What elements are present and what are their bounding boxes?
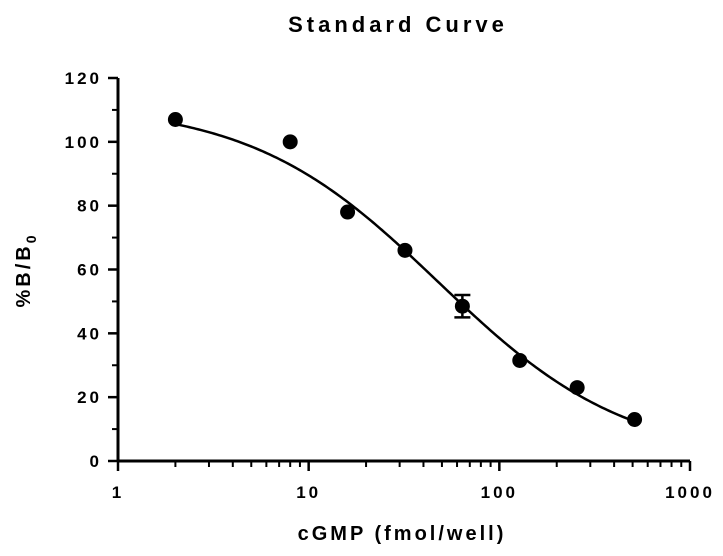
data-point	[627, 412, 643, 428]
y-tick-label: 120	[65, 69, 102, 88]
data-point	[340, 204, 356, 220]
x-tick-label: 1000	[665, 483, 715, 502]
data-point	[454, 298, 470, 314]
y-tick-label: 40	[77, 324, 102, 343]
y-axis-label-group: %B/B0	[13, 232, 39, 307]
data-point	[512, 352, 528, 368]
y-axis-label-main: %B/B	[13, 243, 35, 307]
y-tick-label: 20	[77, 388, 102, 407]
data-point	[569, 380, 585, 396]
data-point	[282, 134, 298, 150]
fit-curve-layer	[175, 122, 636, 423]
y-tick-label: 0	[90, 452, 102, 471]
x-axis-label: cGMP (fmol/well)	[298, 523, 507, 545]
data-point	[397, 242, 413, 258]
x-tick-label: 1	[112, 483, 124, 502]
x-tick-label: 100	[481, 483, 518, 502]
x-tick-label: 10	[296, 483, 321, 502]
y-axis-label-subscript: 0	[23, 232, 39, 243]
y-axis-label: %B/B0	[13, 232, 39, 307]
data-point	[167, 111, 183, 127]
y-tick-label: 100	[65, 133, 102, 152]
chart-title: Standard Curve	[288, 12, 508, 37]
y-tick-label: 80	[77, 197, 102, 216]
fit-curve	[175, 122, 636, 423]
data-points-layer	[167, 111, 643, 428]
y-tick-label: 60	[77, 261, 102, 280]
